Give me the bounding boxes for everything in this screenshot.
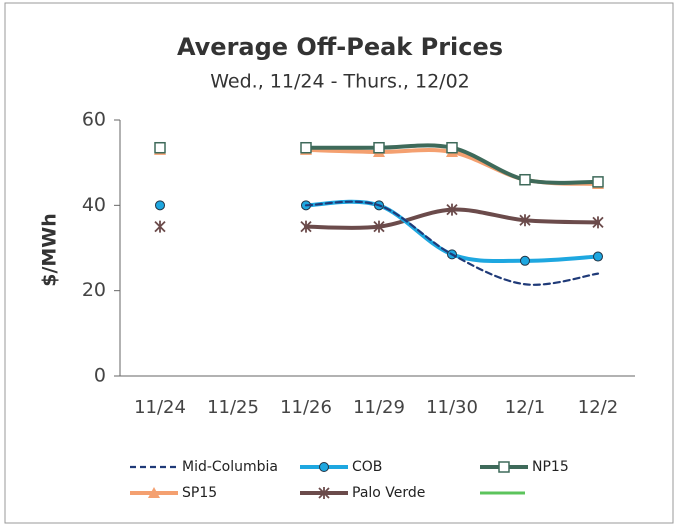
legend-label: Mid-Columbia bbox=[182, 459, 278, 475]
x-tick-label: 11/25 bbox=[207, 397, 259, 418]
chart-title: Average Off-Peak Prices bbox=[177, 33, 503, 61]
y-tick-label: 60 bbox=[82, 109, 106, 131]
data-point bbox=[446, 141, 458, 154]
legend-label: Palo Verde bbox=[352, 485, 425, 501]
data-point bbox=[520, 255, 530, 266]
x-tick-label: 11/26 bbox=[280, 397, 332, 418]
data-point bbox=[592, 216, 604, 229]
data-point bbox=[154, 141, 166, 154]
data-point bbox=[593, 251, 603, 262]
x-tick-label: 11/29 bbox=[353, 397, 405, 418]
y-tick-label: 40 bbox=[82, 194, 106, 216]
legend-label: COB bbox=[352, 459, 382, 475]
x-tick-label: 12/2 bbox=[578, 397, 618, 418]
data-point bbox=[300, 220, 312, 233]
data-point bbox=[519, 214, 531, 227]
legend-marker bbox=[318, 487, 330, 499]
data-point bbox=[519, 173, 531, 186]
y-tick-label: 20 bbox=[82, 279, 106, 301]
y-axis-label: $/MWh bbox=[39, 213, 61, 287]
x-tick-label: 12/1 bbox=[505, 397, 545, 418]
data-point bbox=[300, 141, 312, 154]
x-tick-label: 11/24 bbox=[134, 397, 186, 418]
legend-marker bbox=[148, 487, 160, 498]
data-point bbox=[373, 220, 385, 233]
data-point bbox=[592, 176, 604, 188]
legend-marker bbox=[319, 462, 329, 472]
x-tick-label: 11/30 bbox=[426, 397, 478, 418]
legend-label: SP15 bbox=[182, 485, 217, 501]
legend-marker bbox=[498, 461, 510, 473]
series-line bbox=[304, 200, 600, 286]
legend-label: NP15 bbox=[532, 459, 569, 475]
data-point bbox=[154, 220, 166, 233]
y-tick-label: 0 bbox=[94, 365, 106, 387]
data-point bbox=[373, 141, 385, 154]
chart-frame bbox=[4, 2, 674, 524]
chart-subtitle: Wed., 11/24 - Thurs., 12/02 bbox=[210, 71, 470, 93]
data-point bbox=[446, 203, 458, 216]
data-point bbox=[155, 200, 165, 211]
